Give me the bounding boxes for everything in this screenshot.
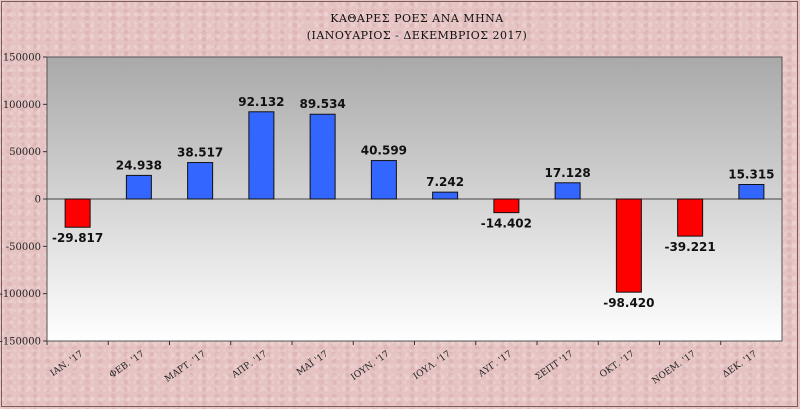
y-tick-label: -150000 — [0, 337, 41, 348]
y-tick-label: -100000 — [0, 289, 41, 300]
data-label: 15.315 — [728, 168, 774, 182]
y-tick-label: -50000 — [6, 242, 41, 253]
chart-subtitle: (ΙΑΝΟΥΑΡΙΟΣ - ΔΕΚΕΜΒΡΙΟΣ 2017) — [307, 29, 528, 42]
x-axis: ΙΑΝ. '17 ΦΕΒ. '17 ΜΑΡΤ. '17 ΑΠΡ. '17 ΜΑΪ '17… — [46, 341, 759, 387]
bar — [370, 160, 397, 200]
bar — [615, 198, 642, 293]
bar — [125, 174, 152, 200]
data-label: 24.938 — [116, 158, 162, 172]
x-tick-label: ΜΑΡΤ. '17 — [163, 349, 208, 385]
chart-title: ΚΑΘΑΡΕΣ ΡΟΕΣ ΑΝΑ ΜΗΝΑ — [330, 12, 504, 25]
bar — [493, 198, 520, 214]
y-tick-label: 150000 — [3, 53, 41, 64]
y-tick-label: 100000 — [3, 100, 41, 111]
y-axis: 150000 100000 50000 0 -50000 -100000 -150000 — [0, 53, 47, 348]
x-tick-label: ΑΥΓ. '17 — [476, 349, 514, 380]
data-label: 7.242 — [426, 175, 464, 189]
data-label: 17.128 — [544, 166, 590, 180]
bar — [432, 191, 459, 200]
bar — [554, 182, 581, 200]
bar — [248, 111, 275, 200]
bar — [677, 198, 704, 237]
data-label: 89.534 — [299, 97, 345, 111]
x-tick-label: ΣΕΠΤ '17 — [534, 349, 576, 382]
x-tick-label: ΟΚΤ. '17 — [598, 349, 637, 380]
bar — [64, 198, 91, 228]
bar — [309, 113, 336, 200]
bar — [738, 184, 765, 200]
x-tick-label: ΙΑΝ. '17 — [49, 349, 86, 379]
data-label: 40.599 — [361, 144, 407, 158]
bar — [187, 162, 214, 200]
data-label: -14.402 — [481, 217, 532, 231]
data-label: 38.517 — [177, 146, 223, 160]
data-label: -98.420 — [603, 296, 654, 310]
x-tick-label: ΦΕΒ. '17 — [108, 349, 147, 380]
x-tick-label: ΑΠΡ. '17 — [230, 349, 270, 381]
data-labels: -29.817 24.938 38.517 92.132 89.534 40.599 7.2… — [52, 95, 775, 310]
y-tick-label: 0 — [35, 195, 41, 206]
x-tick-label: ΔΕΚ. '17 — [721, 349, 759, 380]
bars — [64, 111, 765, 293]
x-tick-label: ΜΑΪ '17 — [294, 347, 331, 378]
data-label: 92.132 — [238, 95, 284, 109]
x-tick-label: ΙΟΥΛ. '17 — [412, 349, 453, 382]
x-tick-label: ΝΟΕΜ. '17 — [651, 349, 698, 386]
data-label: -39.221 — [664, 240, 715, 254]
y-tick-label: 50000 — [9, 147, 41, 158]
x-tick-label: ΙΟΥΝ. '17 — [349, 349, 391, 383]
data-label: -29.817 — [52, 231, 103, 245]
